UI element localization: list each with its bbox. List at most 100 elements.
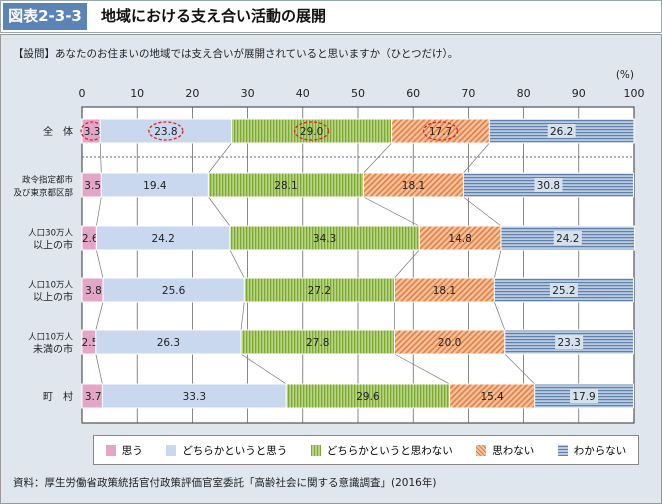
label-bg [534, 178, 563, 192]
connector-line [240, 353, 287, 385]
data-label: 25.6 [162, 285, 186, 297]
bar-segment [101, 383, 287, 409]
connector-line [494, 249, 502, 279]
data-label: 2.6 [82, 233, 99, 245]
x-tick-label: 0 [79, 87, 86, 100]
bar-segment [504, 329, 634, 355]
data-label: 33.3 [183, 391, 206, 403]
data-label: 2.5 [82, 337, 99, 349]
label-bg [570, 389, 599, 403]
highlight-ellipse [148, 121, 184, 141]
category-label: 政令指定都市 [22, 175, 74, 186]
legend-item: どちらかというと思わない [310, 443, 453, 458]
data-label: 29.6 [356, 391, 380, 403]
connector-line [463, 196, 502, 227]
legend-label: わからない [573, 444, 627, 457]
connector-line [363, 196, 420, 227]
unit-label: (%) [616, 69, 634, 81]
survey-question: 【設問】あなたのお住まいの地域では支え合いが展開されていると思いますか（ひとつだ… [13, 48, 459, 60]
data-label: 27.8 [306, 337, 329, 349]
connector-line [208, 142, 232, 174]
x-tick-label: 70 [461, 87, 475, 100]
data-label: 29.0 [300, 126, 323, 138]
highlight-ellipse [293, 121, 330, 141]
data-label: 3.8 [85, 285, 102, 297]
bar-segment [231, 118, 393, 144]
data-label: 17.7 [429, 126, 452, 138]
data-label: 24.2 [151, 233, 174, 245]
bar-segment [95, 329, 242, 355]
connector-line [363, 142, 392, 174]
category-label: 全 体 [43, 125, 73, 138]
connector-line [96, 249, 104, 279]
connector-line [504, 353, 535, 385]
bar-segment [243, 277, 395, 303]
x-tick-label: 100 [624, 87, 645, 100]
connector-line [494, 301, 506, 331]
connector-line [394, 249, 420, 279]
bar-segment [207, 172, 365, 198]
highlight-ellipse [422, 121, 459, 141]
category-label: 及び東京都区部 [13, 188, 73, 199]
label-bg [553, 231, 582, 245]
source-note: 資料：厚生労働省政策統括官付政策評価官室委託「高齢社会に関する意識調査」(201… [13, 477, 437, 489]
bar-segment [95, 225, 231, 251]
label-bg [549, 283, 578, 297]
data-label: 18.1 [402, 180, 425, 192]
x-tick-label: 60 [406, 87, 420, 100]
figure-header: 図表2-3-3 地域における支え合い活動の展開 [0, 0, 662, 33]
legend-label: どちらかというと思う [182, 444, 288, 457]
category-label: 町 村 [43, 390, 73, 403]
data-label: 27.2 [308, 285, 331, 297]
data-label: 19.4 [143, 180, 167, 192]
data-label: 28.1 [274, 180, 297, 192]
legend-swatch [476, 444, 487, 456]
data-label: 23.3 [557, 337, 580, 349]
data-label: 15.4 [480, 391, 504, 403]
label-bg [555, 335, 584, 349]
connector-line [96, 196, 102, 227]
category-label: 未満の市 [33, 343, 73, 356]
x-tick-label: 50 [351, 87, 365, 100]
bar-segment [285, 383, 451, 409]
legend-label: 思う [121, 444, 143, 457]
bar-segment [393, 277, 495, 303]
legend-swatch [166, 444, 177, 456]
data-label: 20.0 [438, 337, 461, 349]
bar-segment [393, 329, 506, 355]
connector-line [240, 301, 245, 331]
legend: 思う どちらかというと思う どちらかというと思わない 思わない わからない [93, 435, 639, 465]
data-label: 24.2 [556, 233, 579, 245]
category-label: 人口30万人 [28, 229, 73, 239]
x-tick-label: 90 [572, 87, 586, 100]
data-label: 3.7 [85, 391, 102, 403]
data-label: 3.3 [84, 126, 101, 138]
legend-swatch [105, 444, 116, 456]
data-label: 14.8 [448, 233, 471, 245]
x-tick-label: 20 [185, 87, 199, 100]
data-label: 23.8 [154, 126, 177, 138]
connector-line [95, 353, 103, 385]
data-label: 26.3 [157, 337, 180, 349]
legend-item: わからない [557, 443, 627, 458]
legend-item: どちらかというと思う [166, 443, 287, 458]
data-label: 26.2 [550, 126, 573, 138]
data-label: 30.8 [537, 180, 560, 192]
figure-title: 地域における支え合い活動の展開 [101, 7, 327, 25]
x-tick-label: 10 [130, 87, 144, 100]
bar-segment [240, 329, 395, 355]
legend-swatch [557, 444, 568, 456]
bar-segment [391, 118, 490, 144]
x-tick-label: 30 [241, 87, 255, 100]
connector-line [229, 249, 245, 279]
bar-segment [102, 277, 245, 303]
legend-item: 思わない [476, 443, 534, 458]
bar-segment [229, 225, 420, 251]
connector-line [463, 142, 490, 174]
legend-item: 思う [105, 443, 143, 458]
connector-line [99, 142, 102, 174]
data-label: 25.2 [552, 285, 575, 297]
bar-segment [99, 118, 233, 144]
bar-segment [100, 172, 209, 198]
